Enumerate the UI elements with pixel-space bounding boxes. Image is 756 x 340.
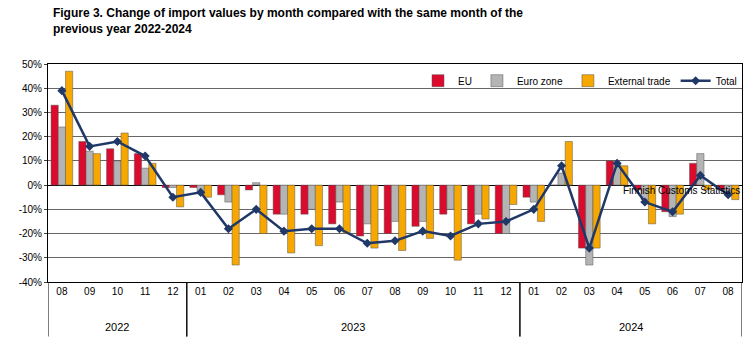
svg-text:-30%: -30%: [19, 252, 42, 263]
svg-text:09: 09: [84, 286, 96, 297]
svg-text:EU: EU: [458, 76, 472, 87]
svg-text:20%: 20%: [22, 131, 42, 142]
svg-text:Total: Total: [716, 76, 737, 87]
svg-text:04: 04: [278, 286, 290, 297]
svg-text:Figure 3. Change of import val: Figure 3. Change of import values by mon…: [53, 6, 523, 36]
svg-text:11: 11: [473, 286, 484, 297]
svg-text:-20%: -20%: [19, 228, 42, 239]
svg-text:07: 07: [695, 286, 707, 297]
svg-text:10: 10: [112, 286, 124, 297]
svg-text:10%: 10%: [22, 155, 42, 166]
svg-text:0%: 0%: [28, 180, 43, 191]
svg-text:External trade: External trade: [608, 76, 671, 87]
svg-text:30%: 30%: [22, 107, 42, 118]
svg-text:05: 05: [639, 286, 651, 297]
svg-text:2023: 2023: [341, 321, 365, 333]
svg-text:02: 02: [556, 286, 568, 297]
svg-text:2022: 2022: [105, 321, 129, 333]
svg-text:06: 06: [667, 286, 679, 297]
svg-text:08: 08: [723, 286, 735, 297]
svg-text:06: 06: [334, 286, 346, 297]
svg-text:-40%: -40%: [19, 277, 42, 288]
svg-text:Euro zone: Euro zone: [517, 76, 563, 87]
svg-text:Finnish Customs Statistics: Finnish Customs Statistics: [623, 185, 740, 196]
svg-text:03: 03: [251, 286, 263, 297]
svg-text:09: 09: [417, 286, 429, 297]
svg-text:2024: 2024: [619, 321, 643, 333]
svg-text:-10%: -10%: [19, 204, 42, 215]
svg-text:08: 08: [389, 286, 401, 297]
svg-text:02: 02: [223, 286, 235, 297]
svg-text:50%: 50%: [22, 59, 42, 70]
svg-text:10: 10: [445, 286, 457, 297]
svg-text:40%: 40%: [22, 83, 42, 94]
svg-text:01: 01: [528, 286, 540, 297]
svg-text:12: 12: [500, 286, 512, 297]
svg-text:05: 05: [306, 286, 318, 297]
svg-text:03: 03: [584, 286, 596, 297]
svg-text:12: 12: [167, 286, 179, 297]
svg-text:01: 01: [195, 286, 207, 297]
svg-text:07: 07: [362, 286, 374, 297]
svg-text:08: 08: [56, 286, 68, 297]
svg-text:04: 04: [612, 286, 624, 297]
svg-text:11: 11: [140, 286, 151, 297]
